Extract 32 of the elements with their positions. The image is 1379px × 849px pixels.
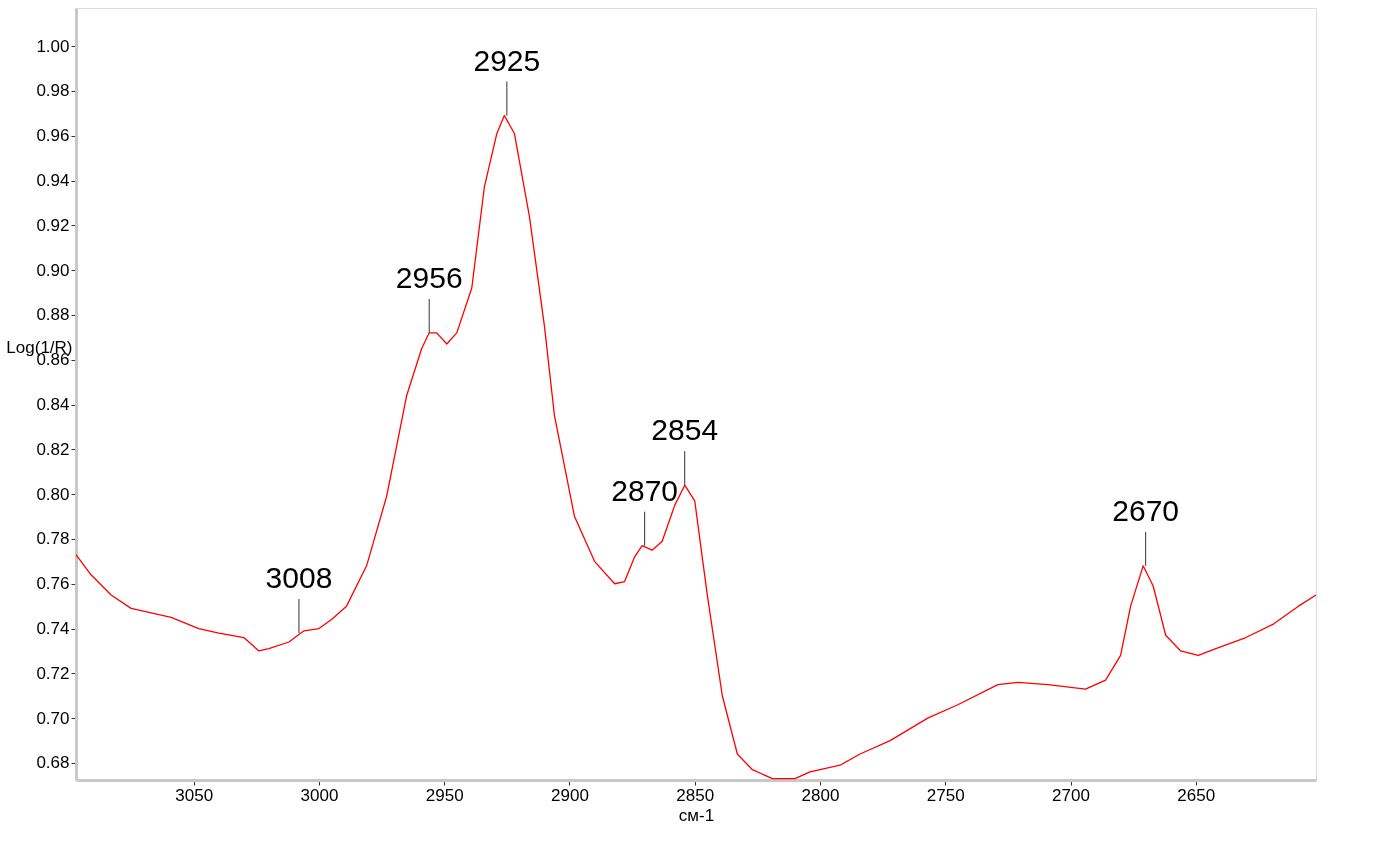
annotation: 2854: [651, 413, 719, 447]
y-tick-label: 0.92: [36, 215, 70, 235]
y-tick-label: 0.68: [36, 753, 70, 773]
x-axis-title: см-1: [678, 805, 715, 825]
y-tick-label: 0.98: [36, 81, 70, 101]
x-tick-label: 2800: [801, 785, 840, 805]
annotation: 3008: [265, 561, 333, 595]
y-tick-label: 0.72: [36, 663, 70, 683]
x-tick-label: 2850: [676, 785, 715, 805]
x-tick-label: 2700: [1052, 785, 1090, 805]
y-tick-label: 0.88: [36, 305, 70, 325]
x-tick-label: 2650: [1177, 785, 1216, 805]
x-tick-label: 2750: [926, 785, 965, 805]
annotation: 2925: [473, 43, 541, 77]
x-tick-label: 3000: [300, 785, 339, 805]
y-tick-label: 0.70: [36, 708, 70, 728]
annotation: 2870: [611, 473, 679, 507]
annotation: 2956: [395, 260, 463, 294]
x-tick-label: 2900: [551, 785, 589, 805]
y-tick-label: 0.96: [36, 126, 70, 146]
y-tick-label: 0.84: [36, 395, 70, 415]
y-tick-label: 0.76: [36, 574, 70, 594]
y-tick-label: 0.94: [36, 171, 70, 190]
x-tick-label: 2950: [425, 785, 464, 805]
y-tick-label: 0.74: [36, 619, 70, 639]
y-tick-label: 0.78: [36, 529, 70, 549]
x-tick-label: 3050: [175, 785, 214, 805]
y-tick-label: 0.82: [36, 439, 70, 459]
y-tick-label: 0.80: [36, 484, 70, 504]
y-tick-label: 0.90: [36, 260, 70, 280]
annotation: 2670: [1112, 493, 1180, 527]
y-tick-label: 1.00: [36, 36, 70, 56]
